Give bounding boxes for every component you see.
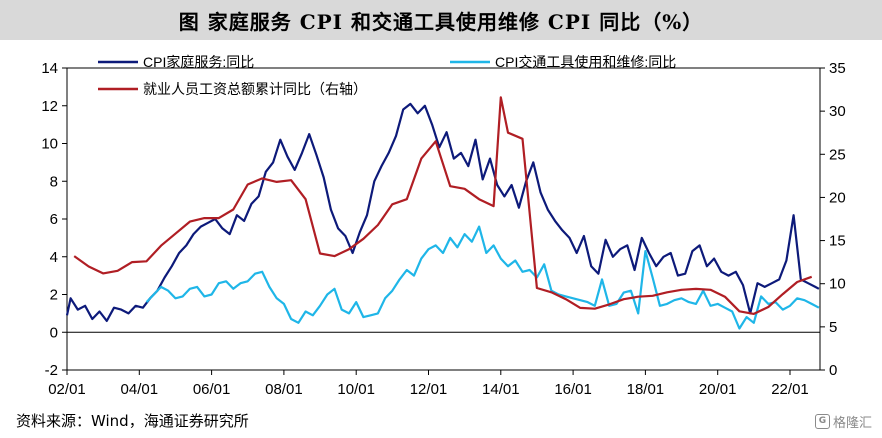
chart-axes: -2 0 2 4 6 8 10 12 14 0 5 10 15 20 25 30 35 02/01 04/01 06/… [41, 60, 845, 398]
x-tick-label: 08/01 [265, 381, 303, 398]
y-right-tick-label: 20 [829, 189, 846, 206]
x-tick-label: 18/01 [627, 381, 665, 398]
chart-series [65, 96, 820, 330]
title-bar: 图 家庭服务 CPI 和交通工具使用维修 CPI 同比（%） [0, 0, 882, 40]
y-right-tick-label: 15 [829, 233, 846, 250]
x-tick-label: 02/01 [48, 381, 86, 398]
y-left-tick-label: 8 [50, 173, 58, 190]
y-right-tick-label: 30 [829, 103, 846, 120]
y-left-tick-label: 12 [41, 98, 58, 115]
x-tick-label: 20/01 [699, 381, 737, 398]
y-left-tick-label: -2 [45, 362, 58, 379]
watermark-logo-icon: G [814, 414, 830, 429]
y-left-tick-label: 2 [50, 287, 58, 304]
y-right-tick-label: 25 [829, 146, 846, 163]
legend-label-1: CPI家庭服务:同比 [143, 54, 254, 70]
series-line-2 [145, 225, 820, 330]
y-right-tick-label: 35 [829, 60, 846, 77]
legend-label-2: CPI交通工具使用和维修:同比 [495, 54, 676, 70]
plot-frame [66, 67, 821, 371]
series-line-1 [65, 102, 820, 322]
x-tick-label: 16/01 [554, 381, 592, 398]
x-tick-label: 10/01 [337, 381, 375, 398]
chart-legend: CPI家庭服务:同比 CPI交通工具使用和维修:同比就业人员工资总额累计同比（右轴… [98, 54, 676, 97]
x-tick-label: 06/01 [193, 381, 231, 398]
x-tick-label: 04/01 [121, 381, 159, 398]
y-right-tick-label: 10 [829, 276, 846, 293]
y-left-tick-label: 10 [41, 136, 58, 153]
y-left-tick-label: 14 [41, 60, 58, 77]
series-line-3 [73, 96, 813, 315]
watermark-text: 格隆汇 [832, 416, 872, 431]
watermark: G 格隆汇 [814, 412, 872, 431]
y-left-tick-label: 6 [50, 211, 58, 228]
legend-label-3: 就业人员工资总额累计同比（右轴） [143, 81, 367, 97]
source-note: 资料来源：Wind，海通证券研究所 [16, 412, 249, 430]
line-chart: -2 0 2 4 6 8 10 12 14 0 5 10 15 20 25 30 35 02/01 04/01 06/… [41, 54, 845, 398]
y-right-tick-label: 0 [829, 362, 837, 379]
y-left-tick-label: 0 [50, 324, 58, 341]
y-left-tick-label: 4 [50, 249, 58, 266]
x-tick-label: 14/01 [482, 381, 520, 398]
y-right-tick-label: 5 [829, 319, 837, 336]
x-tick-label: 12/01 [410, 381, 448, 398]
chart-title: 图 家庭服务 CPI 和交通工具使用维修 CPI 同比（%） [178, 9, 704, 34]
x-tick-label: 22/01 [771, 381, 809, 398]
